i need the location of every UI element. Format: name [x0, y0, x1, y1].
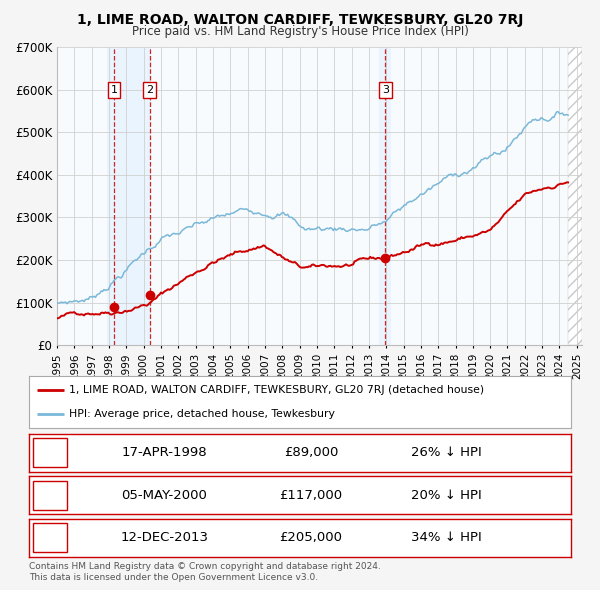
Text: 3: 3 — [382, 85, 389, 95]
Text: 20% ↓ HPI: 20% ↓ HPI — [411, 489, 482, 502]
Bar — [57, 47, 568, 345]
Text: Contains HM Land Registry data © Crown copyright and database right 2024.: Contains HM Land Registry data © Crown c… — [29, 562, 380, 571]
Bar — [568, 47, 582, 345]
FancyBboxPatch shape — [33, 481, 67, 510]
FancyBboxPatch shape — [33, 438, 67, 467]
Text: This data is licensed under the Open Government Licence v3.0.: This data is licensed under the Open Gov… — [29, 573, 318, 582]
Text: Price paid vs. HM Land Registry's House Price Index (HPI): Price paid vs. HM Land Registry's House … — [131, 25, 469, 38]
Text: 1, LIME ROAD, WALTON CARDIFF, TEWKESBURY, GL20 7RJ (detached house): 1, LIME ROAD, WALTON CARDIFF, TEWKESBURY… — [70, 385, 485, 395]
Text: 17-APR-1998: 17-APR-1998 — [122, 446, 207, 460]
Text: 1: 1 — [45, 446, 53, 460]
Text: £117,000: £117,000 — [279, 489, 343, 502]
Text: 2: 2 — [146, 85, 153, 95]
Text: 12-DEC-2013: 12-DEC-2013 — [121, 531, 208, 545]
Bar — [107, 47, 151, 345]
Text: 2: 2 — [45, 489, 53, 502]
Bar — [379, 47, 391, 345]
Text: 1, LIME ROAD, WALTON CARDIFF, TEWKESBURY, GL20 7RJ: 1, LIME ROAD, WALTON CARDIFF, TEWKESBURY… — [77, 13, 523, 27]
Text: £205,000: £205,000 — [280, 531, 343, 545]
Text: 26% ↓ HPI: 26% ↓ HPI — [411, 446, 482, 460]
Text: 05-MAY-2000: 05-MAY-2000 — [121, 489, 208, 502]
Text: 34% ↓ HPI: 34% ↓ HPI — [411, 531, 482, 545]
Text: HPI: Average price, detached house, Tewkesbury: HPI: Average price, detached house, Tewk… — [70, 409, 335, 419]
FancyBboxPatch shape — [33, 523, 67, 552]
Text: 3: 3 — [45, 531, 53, 545]
Text: £89,000: £89,000 — [284, 446, 338, 460]
Text: 1: 1 — [110, 85, 118, 95]
